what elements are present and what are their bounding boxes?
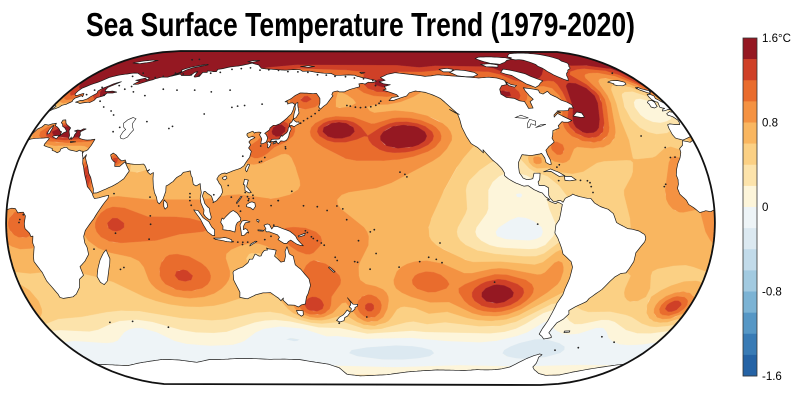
svg-text:-1.6: -1.6	[762, 371, 782, 383]
svg-text:0.8: 0.8	[762, 118, 778, 130]
svg-text:1.6°C: 1.6°C	[762, 33, 791, 45]
svg-text:0: 0	[762, 202, 768, 214]
svg-text:Sea Surface Temperature Trend: Sea Surface Temperature Trend (1979-2020…	[86, 7, 635, 44]
svg-text:-0.8: -0.8	[762, 287, 782, 299]
